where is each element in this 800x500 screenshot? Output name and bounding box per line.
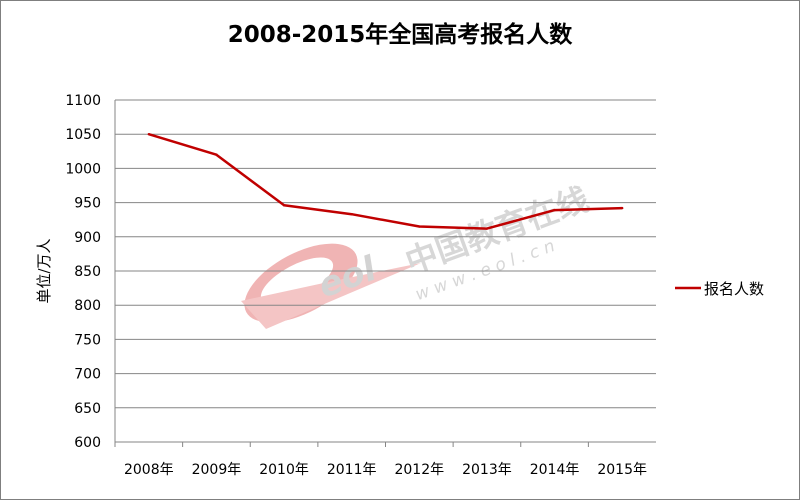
data-point [485,227,489,230]
x-tick-label: 2009年 [192,462,242,478]
y-tick-label: 850 [74,264,101,280]
y-tick-label: 1100 [65,93,101,109]
data-point [282,204,286,207]
series-layer [147,133,624,230]
data-point [553,208,556,212]
y-axis-label: 单位/万人 [35,238,53,303]
x-tick-label: 2012年 [394,462,444,478]
y-tick-label: 1000 [65,161,101,177]
watermark-logo-swoosh [244,243,358,323]
x-tick-label: 2008年 [124,462,174,478]
eol-watermark: eol 中国教育在线 w w w . e o l . c n [241,180,594,329]
x-tick-label: 2014年 [530,462,580,478]
series-line [148,133,623,230]
x-tick-label: 2015年 [597,462,647,478]
y-tick-label: 900 [74,230,101,246]
data-point [620,206,624,210]
x-tick-label: 2010年 [259,462,309,478]
y-tick-label: 650 [74,401,101,417]
data-point [418,225,421,228]
y-axis-ticks: 1100 1050 1000 950 900 850 800 750 700 650 600 [65,93,101,451]
data-point [350,213,353,216]
legend: 报名人数 [675,280,764,298]
y-tick-label: 700 [74,367,101,383]
y-tick-label: 750 [74,332,101,348]
y-tick-label: 800 [74,298,101,314]
x-tick-label: 2013年 [462,462,512,478]
x-tick-label: 2011年 [327,462,377,478]
watermark-logo-tail [241,263,421,329]
y-tick-label: 600 [74,435,101,451]
gridlines [114,99,656,443]
chart-title: 2008-2015年全国高考报名人数 [227,22,573,48]
y-tick-label: 950 [74,196,101,212]
data-point [215,153,218,156]
data-point [147,133,151,136]
legend-entry-label: 报名人数 [704,280,764,298]
x-axis-ticks: 2008年 2009年 2010年 2011年 2012年 2013年 2014年 2015年 [114,442,647,478]
y-tick-label: 1050 [65,127,101,143]
